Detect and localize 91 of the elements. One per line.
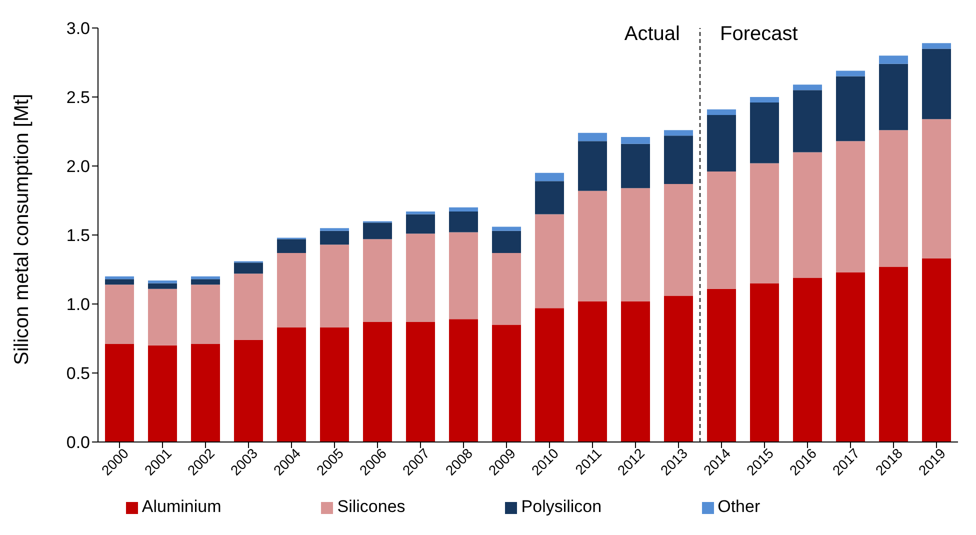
bar — [105, 284, 134, 344]
bar — [707, 172, 736, 289]
bar — [406, 322, 435, 442]
bar — [707, 109, 736, 115]
bar — [621, 301, 650, 442]
bar — [148, 288, 177, 346]
y-tick-label: 0.5 — [66, 364, 90, 384]
y-tick-label: 2.0 — [66, 157, 90, 176]
bar — [234, 262, 263, 274]
bar — [793, 84, 822, 90]
bar — [535, 172, 564, 182]
legend-label: Silicones — [337, 497, 406, 516]
bar — [836, 76, 865, 142]
bar — [793, 152, 822, 278]
bar — [492, 252, 521, 325]
bar — [148, 280, 177, 284]
bar — [492, 324, 521, 442]
bar — [922, 258, 951, 442]
bar — [664, 184, 693, 296]
bar — [535, 181, 564, 214]
bar — [922, 119, 951, 258]
bar — [406, 214, 435, 234]
bar — [879, 130, 908, 267]
bar — [879, 56, 908, 64]
bar — [578, 132, 607, 142]
bar — [578, 141, 607, 191]
bar — [621, 144, 650, 188]
bar — [320, 230, 349, 245]
bar — [664, 130, 693, 136]
bar — [879, 266, 908, 442]
bar — [363, 222, 392, 240]
bar — [191, 276, 220, 280]
y-axis-title: Silicon metal consumption [Mt] — [11, 94, 34, 365]
bar — [105, 344, 134, 442]
bar — [191, 279, 220, 285]
bar — [707, 288, 736, 442]
legend-label: Polysilicon — [521, 497, 602, 516]
bar — [535, 214, 564, 308]
bar — [922, 43, 951, 49]
bar — [578, 190, 607, 302]
bar — [234, 274, 263, 340]
bar — [449, 319, 478, 442]
bar — [707, 114, 736, 172]
bar — [836, 70, 865, 76]
bar — [664, 296, 693, 442]
y-tick-label: 0.0 — [66, 433, 90, 452]
bar — [449, 232, 478, 320]
bar — [148, 345, 177, 442]
bar — [191, 344, 220, 442]
bar — [363, 239, 392, 322]
bar — [105, 276, 134, 280]
bar — [750, 102, 779, 164]
legend-label: Other — [718, 497, 760, 516]
bar — [535, 308, 564, 442]
bar — [105, 279, 134, 285]
bar — [492, 226, 521, 231]
bar — [836, 272, 865, 442]
bar — [578, 301, 607, 442]
y-tick-label: 3.0 — [66, 19, 90, 38]
bar — [320, 327, 349, 442]
bar — [277, 239, 306, 253]
bar — [750, 283, 779, 442]
bar — [277, 252, 306, 328]
bar — [320, 244, 349, 328]
bar — [449, 207, 478, 212]
y-tick-label: 1.0 — [66, 295, 90, 314]
bar — [836, 141, 865, 272]
bar — [922, 48, 951, 120]
bar — [492, 230, 521, 253]
bar — [793, 278, 822, 442]
bar — [793, 90, 822, 152]
bar — [234, 340, 263, 442]
y-tick-label: 1.5 — [66, 226, 90, 246]
bar — [406, 234, 435, 322]
legend-label: Aluminium — [142, 497, 222, 516]
bar — [406, 212, 435, 214]
bar — [664, 136, 693, 184]
y-tick-label: 2.5 — [66, 88, 90, 108]
bar — [277, 327, 306, 442]
bar — [363, 322, 392, 442]
bar — [148, 283, 177, 289]
bar — [750, 97, 779, 103]
bar — [621, 188, 650, 302]
bar — [621, 137, 650, 144]
bar — [449, 212, 478, 232]
bar — [320, 228, 349, 231]
annotation: Forecast — [720, 23, 798, 45]
bar — [750, 163, 779, 284]
bar — [191, 284, 220, 344]
annotation: Actual — [624, 23, 680, 45]
bar — [879, 64, 908, 130]
